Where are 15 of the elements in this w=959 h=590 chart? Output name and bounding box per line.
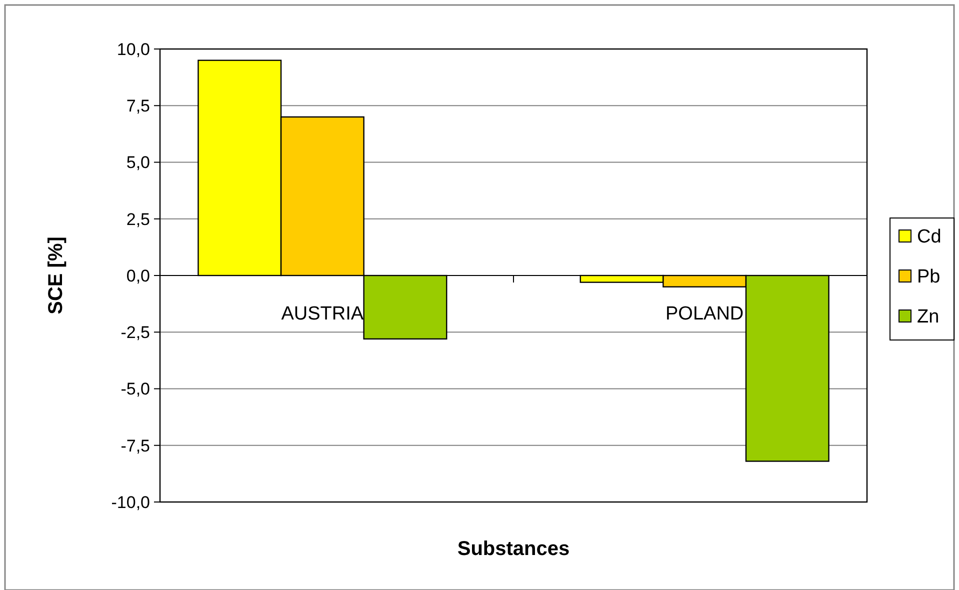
x-tick-label: POLAND xyxy=(666,304,744,324)
legend-label: Pb xyxy=(917,266,940,288)
y-tick-label: 7,5 xyxy=(126,96,150,116)
y-tick-label: -5,0 xyxy=(120,380,150,399)
legend-label: Cd xyxy=(917,226,942,248)
y-tick-label: 10,0 xyxy=(116,40,150,59)
x-axis-title: Substances xyxy=(457,538,570,560)
y-tick-label: 2,5 xyxy=(126,210,150,229)
y-tick-label: 5,0 xyxy=(126,153,150,172)
y-tick-label: 0,0 xyxy=(126,266,150,286)
y-tick-label: -10,0 xyxy=(111,492,150,512)
y-tick-label: -2,5 xyxy=(120,323,150,342)
legend-label: Zn xyxy=(917,306,940,328)
y-tick-label: -7,5 xyxy=(120,436,150,456)
y-axis-title: SCE [%] xyxy=(45,236,67,314)
